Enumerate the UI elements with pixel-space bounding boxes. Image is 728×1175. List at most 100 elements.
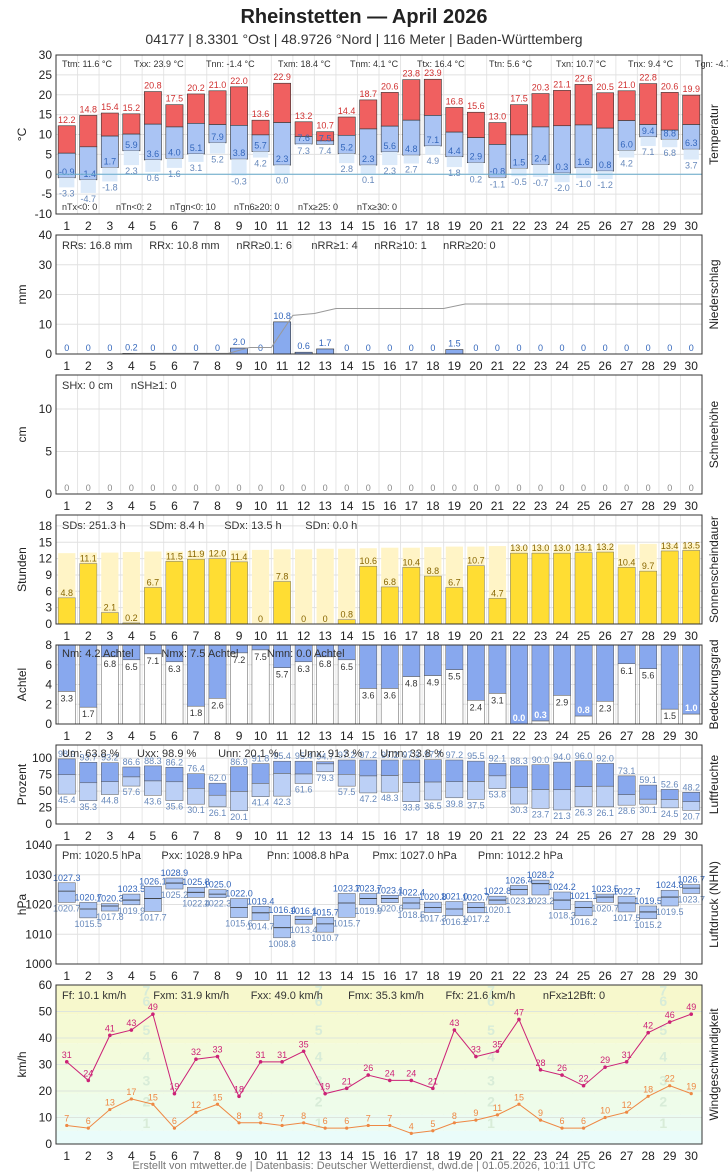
humidity-max-label: 88.3 [510,756,528,766]
pressure-max-label: 1025.0 [204,880,232,890]
humidity-min-label: 57.6 [123,787,141,797]
stat-label: SDx: 13.5 h [224,520,281,532]
tmax-label: 20.6 [381,81,399,91]
humidity-lower-bar [100,781,119,795]
pressure-max-label: 1027.3 [53,873,81,883]
x-tick-label: 7 [193,219,200,233]
rain-label: 0 [86,343,91,353]
x-tick-label: 1 [63,359,70,373]
snow-label: 0 [107,483,112,493]
y-tick-label: 9 [45,568,52,582]
y-tick-label: 1010 [25,927,52,941]
x-tick-label: 28 [641,969,655,983]
humidity-max-label: 62.0 [209,773,227,783]
beaufort-label: 3 [143,1072,151,1088]
stat-label: Pm: 1020.5 hPa [62,850,142,862]
tmax-bar [143,91,162,125]
humidity-min-label: 39.8 [446,799,464,809]
wind-gust-label: 22 [579,1074,589,1084]
wind-gust-point [323,1091,327,1096]
x-tick-label: 14 [340,729,354,743]
cloud-label: 3.6 [362,690,375,700]
x-tick-label: 5 [150,969,157,983]
plot-border [55,644,703,725]
sun-label: 13.4 [661,541,679,551]
x-tick-label: 25 [577,219,591,233]
x-tick-label: 15 [362,219,376,233]
humidity-upper-bar [165,767,184,783]
beaufort-label: 5 [487,1022,495,1038]
x-tick-label: 22 [512,629,526,643]
x-tick-label: 16 [383,359,397,373]
humidity-lower-bar [187,788,205,805]
x-tick-label: 26 [598,729,612,743]
wind-gust-point [431,1086,435,1091]
x-tick-label: 16 [383,219,397,233]
humidity-max-label: 97.3 [403,750,421,760]
tmax-label: 22.8 [639,73,657,83]
x-tick-label: 17 [405,829,419,843]
wind-gust-label: 33 [471,1045,481,1055]
y-tick-label: 3 [45,601,52,615]
tground-bar [489,177,506,179]
pressure-bar [553,891,571,910]
tmax-label: 20.6 [661,81,679,91]
x-tick-label: 3 [106,829,113,843]
sun-bar [531,552,550,625]
snow-label: 0 [646,483,651,493]
cloud-label: 6.8 [104,659,117,669]
rain-label: 0 [193,343,198,353]
tmax-label: 15.2 [123,103,141,113]
x-tick-label: 1 [63,219,70,233]
y-tick-label: 20 [39,1084,53,1098]
tmax-label: 21.0 [618,80,636,90]
x-tick-label: 10 [254,969,268,983]
humidity-lower-bar [122,776,141,787]
x-tick-label: 22 [512,829,526,843]
y-tick-label: 1040 [25,838,52,852]
pressure-bar [230,898,248,918]
x-tick-label: 17 [405,1149,419,1163]
wind-gust-point [474,1054,478,1059]
humidity-min-label: 35.3 [80,802,98,812]
tground-label: 4.9 [427,156,440,166]
tmax-bar [100,112,119,137]
pressure-min-label: 1015.6 [225,919,253,929]
stat-label: Txx: 23.9 °C [134,59,184,69]
y-tick-label: 6 [45,658,52,672]
pressure-max-label: 1024.2 [548,882,576,892]
pressure-bar [574,900,593,917]
humidity-lower-bar [510,787,528,805]
humidity-lower-bar [273,773,291,797]
wind-gust-point [301,1049,306,1054]
sun-label: 13.0 [553,543,571,553]
x-tick-label: 29 [663,1149,677,1163]
x-tick-label: 13 [318,219,332,233]
stat-label: nRR≥10: 1 [374,240,427,252]
pressure-min-label: 1020.7 [53,903,81,913]
tground-label: 2.3 [384,166,397,176]
x-tick-label: 27 [620,629,634,643]
tground-bar [188,153,204,162]
sun-bar [337,619,356,625]
sun-label: 2.1 [104,603,117,613]
pressure-max-label: 1023.5 [118,884,146,894]
tmin-label: -0.8 [490,166,506,176]
tground-bar [640,136,656,147]
wind-gust-label: 24 [385,1068,395,1078]
tmax-label: 20.2 [187,83,205,93]
tground-bar [360,165,376,174]
y-tick-label: 20 [39,88,53,102]
humidity-max-label: 97.2 [446,750,464,760]
sun-label: 7.8 [276,571,289,581]
tground-bar [209,142,226,154]
x-tick-label: 19 [448,629,462,643]
tmax-bar [187,93,205,124]
wind-mean-point [323,1126,327,1130]
beaufort-label: 1 [315,1115,323,1131]
humidity-min-label: 35.6 [166,802,184,812]
x-tick-label: 8 [214,499,221,513]
wind-gust-point [689,1012,694,1016]
